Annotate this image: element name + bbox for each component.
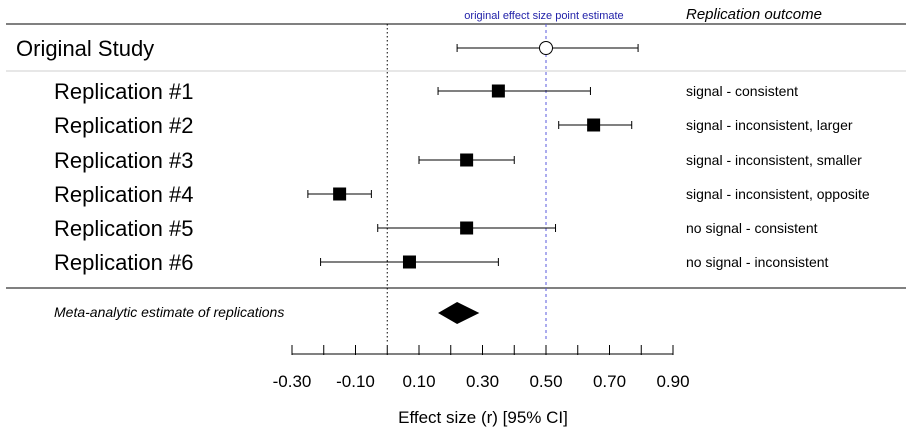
replication-outcome: no signal - inconsistent bbox=[686, 254, 829, 270]
x-axis-title: Effect size (r) [95% CI] bbox=[398, 408, 568, 427]
x-tick-label: 0.50 bbox=[529, 372, 562, 391]
x-tick-label: 0.30 bbox=[466, 372, 499, 391]
replication-rows: Replication #1 signal - consistentReplica… bbox=[54, 79, 870, 275]
replication-point-marker bbox=[587, 118, 601, 132]
meta-analytic-estimate bbox=[438, 302, 480, 324]
original-study-estimate bbox=[456, 41, 639, 55]
replication-point-marker bbox=[460, 221, 474, 235]
replication-outcome: signal - inconsistent, opposite bbox=[686, 186, 870, 202]
x-tick-label: 0.10 bbox=[402, 372, 435, 391]
replication-point-marker bbox=[402, 255, 416, 269]
meta-analytic-label: Meta-analytic estimate of replications bbox=[54, 304, 284, 320]
replication-label: Replication #3 bbox=[54, 148, 193, 173]
replication-point-marker bbox=[460, 153, 474, 167]
replication-outcome: signal - inconsistent, larger bbox=[686, 117, 853, 133]
reference-line-label: original effect size point estimate bbox=[464, 10, 623, 22]
replication-row: Replication #4 signal - inconsistent, opp… bbox=[54, 182, 870, 207]
replication-label: Replication #2 bbox=[54, 113, 193, 138]
replication-row: Replication #5 no signal - consistent bbox=[54, 216, 818, 241]
x-axis: -0.30 -0.10 0.10 0.30 0.50 0.70 0.90 bbox=[273, 345, 690, 391]
replication-label: Replication #5 bbox=[54, 216, 193, 241]
original-study-label: Original Study bbox=[16, 36, 154, 61]
replication-point-marker bbox=[491, 84, 505, 98]
original-point-marker bbox=[539, 41, 553, 55]
replication-label: Replication #1 bbox=[54, 79, 193, 104]
replication-outcome: signal - consistent bbox=[686, 83, 798, 99]
replication-label: Replication #6 bbox=[54, 250, 193, 275]
replication-ci bbox=[437, 87, 591, 95]
meta-diamond-marker bbox=[438, 302, 480, 324]
reference-lines bbox=[386, 24, 547, 342]
replication-row: Replication #6 no signal - inconsistent bbox=[54, 250, 829, 275]
outcome-column-header: Replication outcome bbox=[686, 6, 822, 23]
x-tick-label: 0.70 bbox=[593, 372, 626, 391]
replication-label: Replication #4 bbox=[54, 182, 193, 207]
replication-outcome: signal - inconsistent, smaller bbox=[686, 152, 862, 168]
x-tick-label: 0.90 bbox=[656, 372, 689, 391]
replication-point-marker bbox=[333, 187, 347, 201]
x-tick-label: -0.30 bbox=[273, 372, 312, 391]
replication-outcome: no signal - consistent bbox=[686, 220, 818, 236]
replication-row: Replication #1 signal - consistent bbox=[54, 79, 798, 104]
replication-row: Replication #3 signal - inconsistent, sma… bbox=[54, 148, 862, 173]
replication-row: Replication #2 signal - inconsistent, lar… bbox=[54, 113, 853, 138]
x-tick-label: -0.10 bbox=[336, 372, 375, 391]
